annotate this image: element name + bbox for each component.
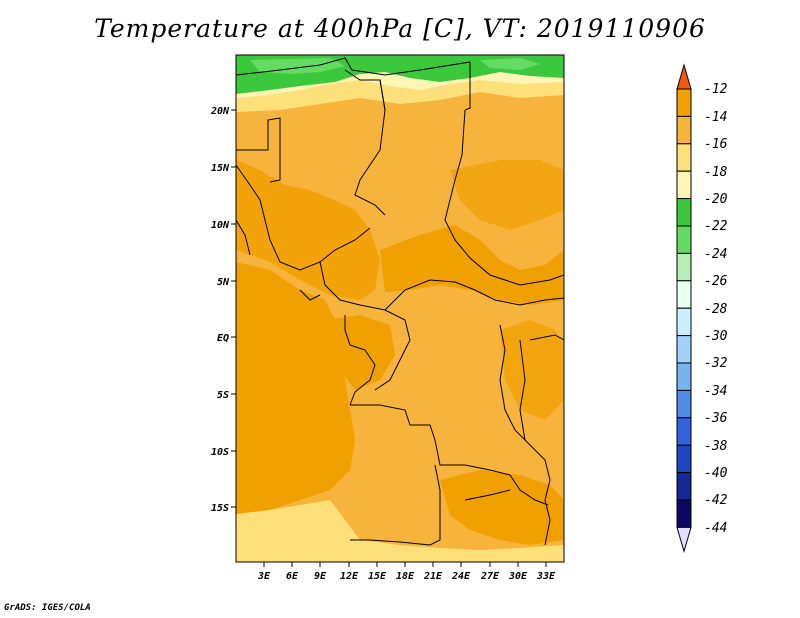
colorbar-swatch — [676, 252, 692, 282]
colorbar-label: -42 — [704, 493, 728, 508]
lat-label-15n: 15N — [211, 163, 230, 174]
colorbar-swatch — [676, 444, 692, 474]
lat-label-15s: 15S — [211, 503, 229, 514]
colorbar-label: -18 — [704, 165, 728, 180]
colorbar-label: -26 — [704, 274, 728, 289]
colorbar-label: -30 — [704, 329, 728, 344]
colorbar-label: -24 — [704, 247, 727, 262]
colorbar-label: -20 — [704, 192, 728, 207]
colorbar-label: -36 — [704, 411, 728, 426]
colorbar-label: -34 — [704, 384, 727, 399]
colorbar-swatch — [676, 335, 692, 364]
lon-label-30e: 30E — [508, 571, 528, 582]
map-frame — [235, 54, 565, 563]
colorbar-swatch — [676, 389, 692, 419]
colorbar-swatch — [676, 198, 692, 227]
lon-ticks — [263, 562, 547, 567]
map-fill — [236, 55, 564, 562]
colorbar-label: -28 — [704, 302, 728, 317]
colorbar-swatch — [676, 115, 692, 145]
lon-label-21e: 21E — [423, 571, 443, 582]
colorbar-swatch — [676, 143, 692, 172]
colorbar-swatch — [676, 472, 692, 501]
lat-label-10n: 10N — [211, 220, 230, 231]
lat-label-20n: 20N — [210, 106, 230, 117]
colorbar-label: -12 — [704, 82, 728, 97]
colorbar-swatch — [676, 280, 692, 309]
colorbar-swatch — [676, 225, 692, 254]
lat-label-10s: 10S — [211, 447, 229, 458]
colorbar-swatch — [676, 170, 692, 200]
colorbar-label: -22 — [704, 219, 728, 234]
colorbar-label: -44 — [704, 521, 727, 536]
colorbar — [676, 63, 692, 554]
colorbar-label: -40 — [704, 466, 728, 481]
lon-label-9e: 9E — [314, 571, 327, 582]
lon-label-18e: 18E — [396, 571, 415, 582]
lon-label-12e: 12E — [340, 571, 359, 582]
grads-credit: GrADS: IGES/COLA — [4, 603, 91, 613]
colorbar-swatch — [676, 526, 692, 554]
colorbar-swatch — [676, 417, 692, 446]
colorbar-swatch — [676, 307, 692, 337]
colorbar-swatch — [676, 362, 692, 391]
lat-label-5n: 5N — [217, 277, 230, 288]
colorbar-label: -32 — [704, 356, 728, 371]
map-title: Temperature at 400hPa [C], VT: 201911090… — [94, 14, 706, 43]
lat-label-eq: EQ — [217, 333, 229, 344]
lon-label-15e: 15E — [368, 571, 387, 582]
colorbar-swatch — [676, 63, 692, 90]
lat-ticks — [231, 109, 236, 508]
lon-label-3e: 3E — [257, 571, 271, 582]
lon-label-24e: 24E — [451, 571, 471, 582]
lon-label-33e: 33E — [536, 571, 556, 582]
lat-label-5s: 5S — [217, 390, 229, 401]
colorbar-label: -14 — [704, 110, 727, 125]
country-borders — [236, 57, 564, 546]
colorbar-swatch — [676, 88, 692, 117]
lon-label-27e: 27E — [480, 571, 500, 582]
colorbar-label: -16 — [704, 137, 728, 152]
colorbar-swatch — [676, 499, 692, 528]
lon-label-6e: 6E — [286, 571, 299, 582]
colorbar-label: -38 — [704, 439, 728, 454]
